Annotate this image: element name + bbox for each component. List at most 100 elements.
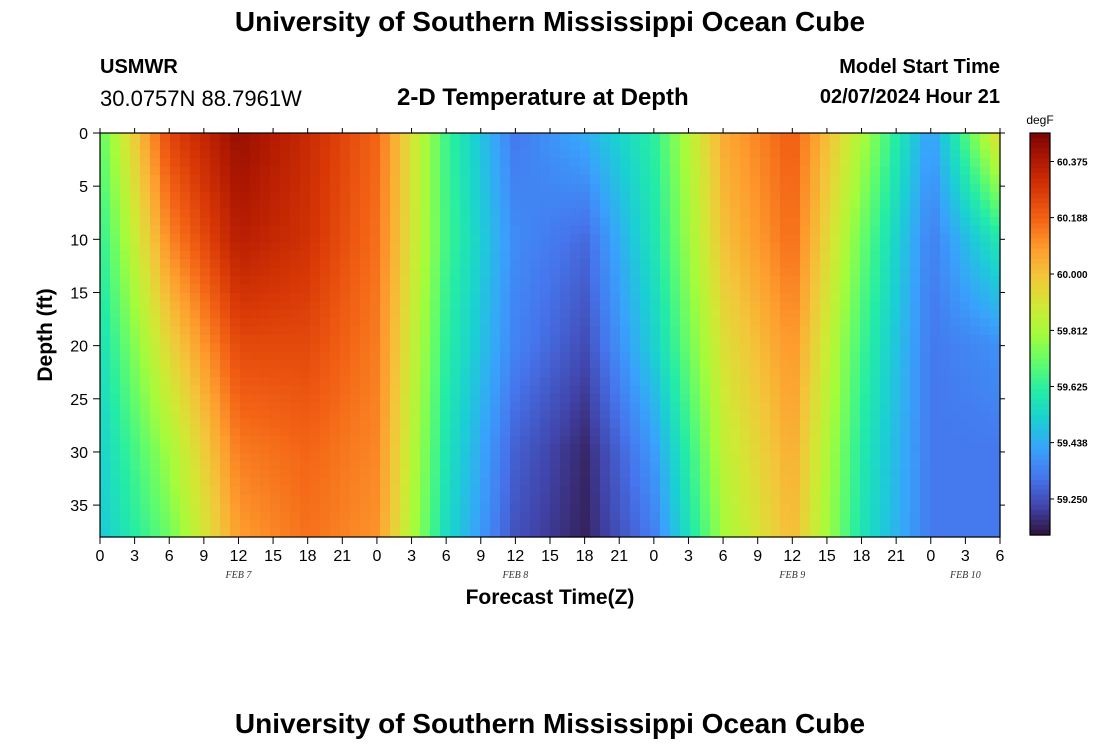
heatmap-cell xyxy=(700,410,711,420)
heatmap-cell xyxy=(490,149,501,159)
heatmap-cell xyxy=(200,284,211,294)
heatmap-cell xyxy=(790,419,801,429)
heatmap-cell xyxy=(860,461,871,471)
heatmap-cell xyxy=(500,461,511,471)
heatmap-cell xyxy=(810,511,821,521)
heatmap-cell xyxy=(650,166,661,176)
heatmap-cell xyxy=(240,351,251,361)
heatmap-cell xyxy=(370,133,381,143)
heatmap-cell xyxy=(720,452,731,462)
heatmap-cell xyxy=(930,351,941,361)
heatmap-cell xyxy=(590,208,601,218)
heatmap-cell xyxy=(560,351,571,361)
heatmap-cell xyxy=(840,309,851,319)
heatmap-cell xyxy=(150,452,161,462)
heatmap-cell xyxy=(500,351,511,361)
heatmap-cell xyxy=(650,225,661,235)
heatmap-cell xyxy=(240,217,251,227)
heatmap-cell xyxy=(550,368,561,378)
heatmap-cell xyxy=(610,200,621,210)
heatmap-cell xyxy=(830,520,841,530)
heatmap-cell xyxy=(440,494,451,504)
heatmap-cell xyxy=(890,191,901,201)
heatmap-cell xyxy=(100,511,111,521)
heatmap-cell xyxy=(410,217,421,227)
heatmap-cell xyxy=(150,141,161,151)
colorbar-segment xyxy=(1030,514,1050,521)
heatmap-cell xyxy=(640,436,651,446)
heatmap-cell xyxy=(910,309,921,319)
heatmap-cell xyxy=(290,259,301,269)
heatmap-cell xyxy=(160,377,171,387)
heatmap-cell xyxy=(130,200,141,210)
heatmap-cell xyxy=(770,191,781,201)
heatmap-cell xyxy=(620,461,631,471)
heatmap-cell xyxy=(150,284,161,294)
heatmap-cell xyxy=(180,326,191,336)
heatmap-cell xyxy=(610,183,621,193)
heatmap-cell xyxy=(250,183,261,193)
heatmap-cell xyxy=(830,326,841,336)
heatmap-cell xyxy=(100,444,111,454)
heatmap-cell xyxy=(890,494,901,504)
x-tick-label: 3 xyxy=(407,548,416,565)
heatmap-cell xyxy=(400,133,411,143)
heatmap-cell xyxy=(660,528,671,538)
heatmap-cell xyxy=(460,360,471,370)
heatmap-cell xyxy=(720,175,731,185)
heatmap-cell xyxy=(640,461,651,471)
heatmap-cell xyxy=(930,377,941,387)
heatmap-cell xyxy=(670,191,681,201)
x-tick-label: 0 xyxy=(96,548,105,565)
heatmap-cell xyxy=(390,410,401,420)
heatmap-cell xyxy=(260,326,271,336)
heatmap-cell xyxy=(870,452,881,462)
heatmap-cell xyxy=(570,402,581,412)
colorbar-segment xyxy=(1030,479,1050,486)
heatmap-cell xyxy=(740,318,751,328)
heatmap-cell xyxy=(690,520,701,530)
heatmap-cell xyxy=(940,217,951,227)
heatmap-cell xyxy=(220,461,231,471)
heatmap-cell xyxy=(280,402,291,412)
heatmap-cell xyxy=(420,419,431,429)
colorbar-segment xyxy=(1030,429,1050,436)
heatmap-cell xyxy=(210,267,221,277)
heatmap-cell xyxy=(290,486,301,496)
heatmap-cell xyxy=(890,478,901,488)
heatmap-cell xyxy=(690,419,701,429)
heatmap-cell xyxy=(700,402,711,412)
heatmap-cell xyxy=(460,478,471,488)
heatmap-cell xyxy=(660,318,671,328)
heatmap-cell xyxy=(110,402,121,412)
heatmap-cell xyxy=(410,478,421,488)
heatmap-cell xyxy=(770,200,781,210)
heatmap-cell xyxy=(610,419,621,429)
heatmap-cell xyxy=(460,444,471,454)
heatmap-cell xyxy=(160,486,171,496)
heatmap-cell xyxy=(940,141,951,151)
heatmap-cell xyxy=(260,309,271,319)
heatmap-cell xyxy=(940,276,951,286)
heatmap-cell xyxy=(650,234,661,244)
heatmap-cell xyxy=(280,208,291,218)
heatmap-cell xyxy=(420,410,431,420)
heatmap-cell xyxy=(430,461,441,471)
heatmap-cell xyxy=(580,494,591,504)
heatmap-cell xyxy=(800,469,811,479)
heatmap-cell xyxy=(170,133,181,143)
heatmap-cell xyxy=(500,318,511,328)
heatmap-cell xyxy=(440,528,451,538)
heatmap-cell xyxy=(260,301,271,311)
heatmap-cell xyxy=(100,427,111,437)
heatmap-cell xyxy=(580,208,591,218)
heatmap-cell xyxy=(170,166,181,176)
heatmap-cell xyxy=(880,326,891,336)
heatmap-cell xyxy=(400,242,411,252)
heatmap-cell xyxy=(830,368,841,378)
heatmap-cell xyxy=(220,511,231,521)
heatmap-cell xyxy=(680,250,691,260)
heatmap-cell xyxy=(840,301,851,311)
heatmap-cell xyxy=(720,242,731,252)
heatmap-cell xyxy=(590,511,601,521)
